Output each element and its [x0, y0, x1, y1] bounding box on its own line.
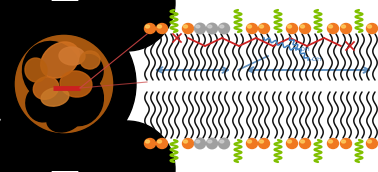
Ellipse shape: [195, 23, 206, 34]
Ellipse shape: [73, 55, 103, 89]
Ellipse shape: [6, 27, 122, 141]
Ellipse shape: [288, 140, 291, 143]
Wedge shape: [0, 12, 136, 156]
Ellipse shape: [220, 25, 224, 28]
Ellipse shape: [287, 24, 297, 34]
Ellipse shape: [22, 41, 82, 103]
Ellipse shape: [146, 25, 150, 28]
Ellipse shape: [328, 140, 333, 143]
Ellipse shape: [341, 25, 345, 28]
Ellipse shape: [341, 24, 352, 34]
Ellipse shape: [299, 24, 310, 34]
Ellipse shape: [259, 138, 270, 148]
Ellipse shape: [196, 140, 200, 143]
Ellipse shape: [341, 138, 352, 148]
Ellipse shape: [206, 23, 217, 34]
Ellipse shape: [41, 42, 79, 78]
Ellipse shape: [183, 138, 194, 148]
Ellipse shape: [248, 25, 251, 28]
Ellipse shape: [144, 24, 155, 34]
Ellipse shape: [33, 77, 59, 99]
Ellipse shape: [287, 138, 297, 148]
Ellipse shape: [57, 74, 103, 126]
Ellipse shape: [367, 138, 378, 148]
Ellipse shape: [206, 138, 217, 149]
Ellipse shape: [183, 25, 187, 28]
Circle shape: [79, 121, 175, 172]
Ellipse shape: [208, 25, 212, 28]
Ellipse shape: [259, 24, 270, 34]
Text: $_n$OH: $_n$OH: [297, 46, 311, 55]
Ellipse shape: [47, 102, 83, 132]
Ellipse shape: [260, 140, 263, 143]
Ellipse shape: [60, 71, 92, 97]
Ellipse shape: [208, 140, 212, 143]
Ellipse shape: [195, 138, 206, 149]
Ellipse shape: [301, 140, 305, 143]
Ellipse shape: [80, 51, 100, 69]
Ellipse shape: [367, 25, 372, 28]
Ellipse shape: [220, 140, 224, 143]
Ellipse shape: [158, 25, 161, 28]
Circle shape: [0, 121, 51, 172]
Ellipse shape: [367, 140, 372, 143]
Ellipse shape: [156, 138, 167, 148]
Ellipse shape: [183, 140, 187, 143]
Ellipse shape: [146, 140, 150, 143]
Circle shape: [0, 0, 51, 51]
Ellipse shape: [246, 24, 257, 34]
Ellipse shape: [301, 25, 305, 28]
Ellipse shape: [156, 24, 167, 34]
Ellipse shape: [59, 47, 85, 65]
Ellipse shape: [218, 23, 229, 34]
Ellipse shape: [246, 138, 257, 148]
Ellipse shape: [218, 138, 229, 149]
Ellipse shape: [248, 140, 251, 143]
Ellipse shape: [341, 140, 345, 143]
Ellipse shape: [26, 86, 58, 122]
Ellipse shape: [144, 138, 155, 148]
Ellipse shape: [25, 58, 47, 82]
Ellipse shape: [41, 88, 69, 106]
FancyBboxPatch shape: [1, 1, 127, 171]
Ellipse shape: [158, 140, 161, 143]
Ellipse shape: [260, 25, 263, 28]
Ellipse shape: [196, 25, 200, 28]
Ellipse shape: [288, 25, 291, 28]
Ellipse shape: [183, 24, 194, 34]
Ellipse shape: [328, 25, 333, 28]
Ellipse shape: [327, 138, 339, 148]
Ellipse shape: [299, 138, 310, 148]
Circle shape: [79, 0, 175, 51]
Ellipse shape: [367, 24, 378, 34]
Text: $_n$OH: $_n$OH: [309, 56, 323, 64]
Ellipse shape: [327, 24, 339, 34]
